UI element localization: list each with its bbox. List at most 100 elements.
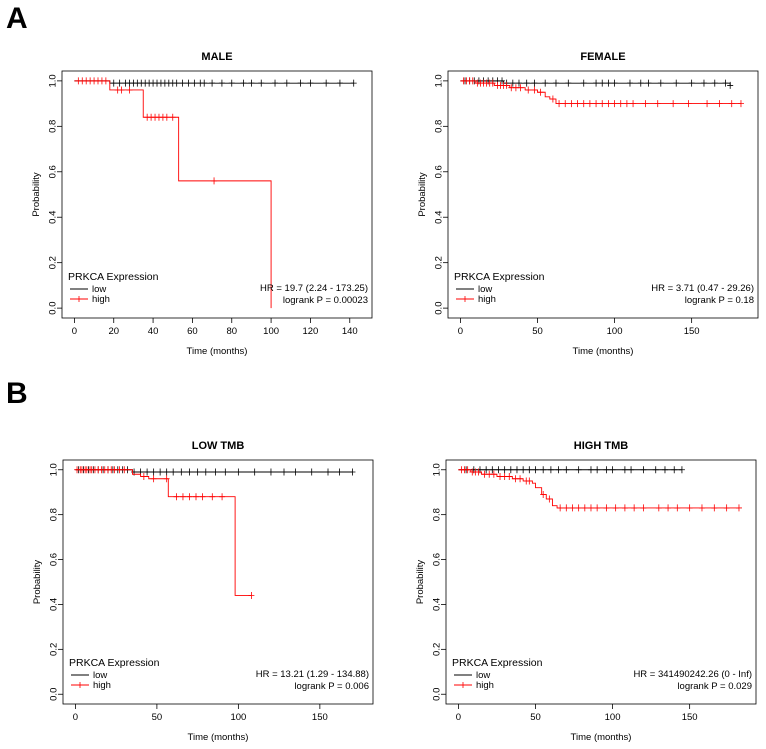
legend-entry-low: low xyxy=(92,284,106,295)
hazard-ratio: HR = 13.21 (1.29 - 134.88) xyxy=(256,669,369,680)
censor-mark-high xyxy=(186,493,193,501)
censor-mark-low xyxy=(194,468,201,476)
plot-frame xyxy=(61,70,373,319)
censor-mark-low xyxy=(555,466,562,474)
censor-mark-high xyxy=(517,84,524,92)
legend-entry-high: high xyxy=(93,680,111,691)
legend-title: PRKCA Expression xyxy=(452,657,543,669)
censor-mark-high xyxy=(631,504,638,512)
censor-mark-high xyxy=(603,504,610,512)
censor-mark-low xyxy=(350,79,357,87)
censor-mark-high xyxy=(163,113,170,121)
y-tick-label: 0.0 xyxy=(432,688,443,701)
y-axis-label: Probability xyxy=(31,172,42,217)
censor-mark-low xyxy=(637,79,644,87)
y-axis-label: Probability xyxy=(415,560,426,605)
censor-mark-high xyxy=(563,504,570,512)
legend-entry-high: high xyxy=(92,294,110,305)
censor-mark-high xyxy=(642,100,649,108)
censor-mark-low xyxy=(609,466,616,474)
censor-mark-high xyxy=(612,504,619,512)
censor-mark-low xyxy=(281,468,288,476)
censor-mark-low xyxy=(565,79,572,87)
legend-censor-mark xyxy=(76,296,82,302)
censor-mark-low xyxy=(283,79,290,87)
censor-mark-low xyxy=(593,79,600,87)
censor-mark-low xyxy=(547,466,554,474)
censor-mark-low xyxy=(671,466,678,474)
censor-mark-low xyxy=(185,79,192,87)
legend-title: PRKCA Expression xyxy=(454,271,545,283)
x-tick-label: 60 xyxy=(187,326,198,337)
censor-mark-low xyxy=(323,79,330,87)
censor-mark-high xyxy=(716,100,723,108)
y-tick-label: 0.0 xyxy=(434,302,445,315)
censor-mark-high xyxy=(475,468,482,476)
censor-mark-high xyxy=(549,95,556,103)
censor-mark-high xyxy=(248,591,255,599)
censor-mark-high xyxy=(735,504,742,512)
censor-mark-low xyxy=(580,79,587,87)
y-tick-label: 0.0 xyxy=(49,688,60,701)
censor-mark-low xyxy=(507,466,514,474)
legend-censor-mark xyxy=(462,296,468,302)
legend-entry-low: low xyxy=(478,284,492,295)
censor-mark-high xyxy=(537,88,544,96)
censor-mark-low xyxy=(540,466,547,474)
censor-mark-high xyxy=(594,504,601,512)
chart-title: FEMALE xyxy=(580,51,625,63)
x-tick-label: 150 xyxy=(682,712,698,723)
x-tick-label: 120 xyxy=(302,326,318,337)
censor-mark-low xyxy=(520,466,527,474)
hazard-ratio: HR = 341490242.26 (0 - Inf) xyxy=(633,669,752,680)
x-tick-label: 0 xyxy=(458,326,463,337)
y-tick-label: 0.6 xyxy=(48,165,59,178)
legend-entry-low: low xyxy=(476,670,490,681)
censor-mark-low xyxy=(645,79,652,87)
y-tick-label: 0.2 xyxy=(432,643,443,656)
censor-mark-low xyxy=(621,466,628,474)
censor-mark-low xyxy=(144,468,151,476)
censor-mark-high xyxy=(163,475,170,483)
plot-frame xyxy=(445,459,757,705)
censor-mark-high xyxy=(723,504,730,512)
legend-entry-high: high xyxy=(478,294,496,305)
hazard-ratio: HR = 3.71 (0.47 - 29.26) xyxy=(651,283,754,294)
censor-mark-low xyxy=(235,468,242,476)
censor-mark-high xyxy=(169,113,176,121)
censor-mark-low xyxy=(603,466,610,474)
censor-mark-low xyxy=(542,79,549,87)
censor-mark-high xyxy=(219,493,226,501)
censor-mark-low xyxy=(178,468,185,476)
censor-mark-high xyxy=(580,100,587,108)
censor-mark-low xyxy=(495,466,502,474)
x-tick-label: 0 xyxy=(456,712,461,723)
censor-mark-low xyxy=(526,466,533,474)
logrank-p: logrank P = 0.006 xyxy=(294,681,369,692)
censor-mark-high xyxy=(599,100,606,108)
censor-mark-low xyxy=(191,79,198,87)
plot-frame xyxy=(447,70,759,319)
y-tick-label: 0.4 xyxy=(49,598,60,611)
y-tick-label: 0.6 xyxy=(432,553,443,566)
censor-mark-low xyxy=(640,466,647,474)
censor-mark-low xyxy=(325,468,332,476)
censor-mark-high xyxy=(704,100,711,108)
x-axis-label: Time (months) xyxy=(188,732,249,743)
censor-mark-high xyxy=(586,100,593,108)
x-tick-label: 0 xyxy=(72,326,77,337)
censor-mark-low xyxy=(308,468,315,476)
censor-mark-low xyxy=(163,468,170,476)
censor-mark-low xyxy=(657,79,664,87)
survival-curve-high xyxy=(460,80,741,105)
x-tick-label: 50 xyxy=(532,326,543,337)
censor-mark-low xyxy=(499,77,506,85)
logrank-p: logrank P = 0.18 xyxy=(685,295,754,306)
censor-mark-high xyxy=(623,100,630,108)
censor-mark-high xyxy=(686,504,693,512)
censor-mark-high xyxy=(568,100,575,108)
x-axis-label: Time (months) xyxy=(571,732,632,743)
x-tick-label: 100 xyxy=(230,712,246,723)
censor-mark-low xyxy=(349,468,356,476)
y-axis-label: Probability xyxy=(32,560,43,605)
